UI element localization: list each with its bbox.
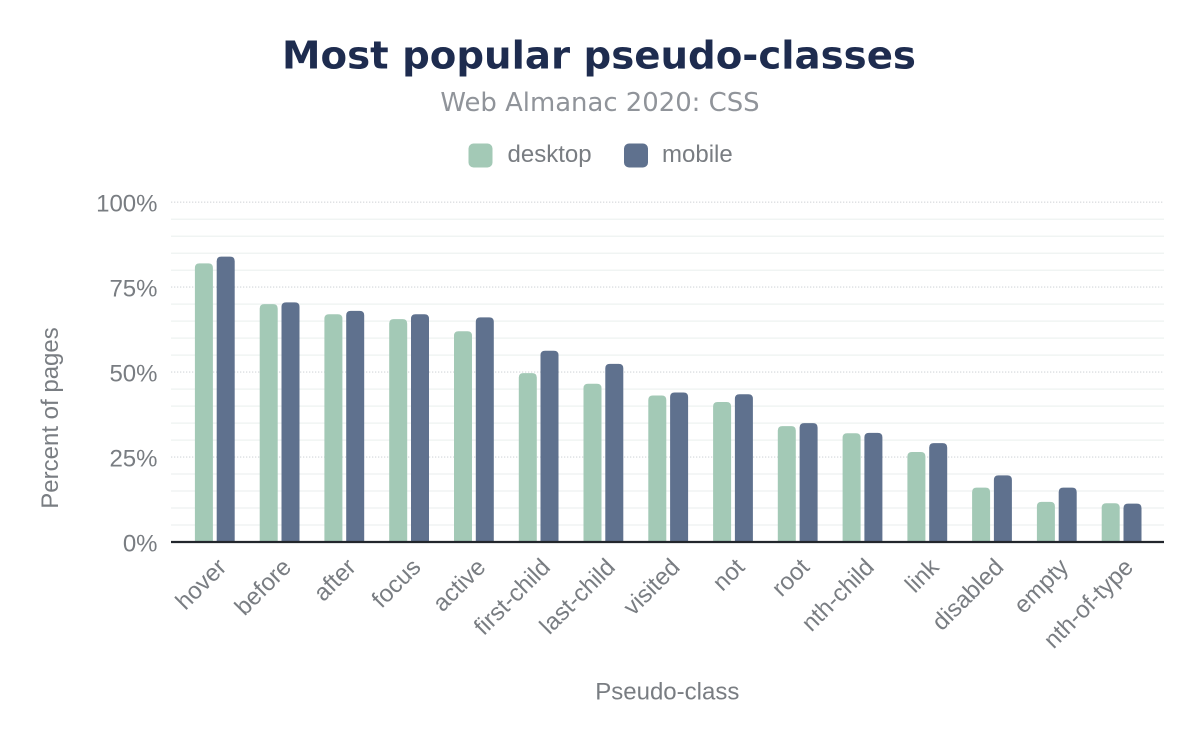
svg-text:Percent of pages: Percent of pages	[37, 327, 64, 508]
svg-text:Pseudo-class: Pseudo-class	[595, 679, 739, 706]
svg-text:mobile: mobile	[662, 141, 733, 168]
svg-text:100%: 100%	[96, 191, 157, 218]
svg-text:75%: 75%	[109, 276, 157, 303]
svg-text:Web Almanac 2020: CSS: Web Almanac 2020: CSS	[440, 88, 759, 118]
svg-text:25%: 25%	[109, 445, 157, 472]
svg-text:50%: 50%	[109, 361, 157, 388]
svg-text:Most popular pseudo-classes: Most popular pseudo-classes	[282, 34, 916, 79]
svg-text:0%: 0%	[123, 530, 158, 557]
svg-text:desktop: desktop	[508, 141, 592, 168]
